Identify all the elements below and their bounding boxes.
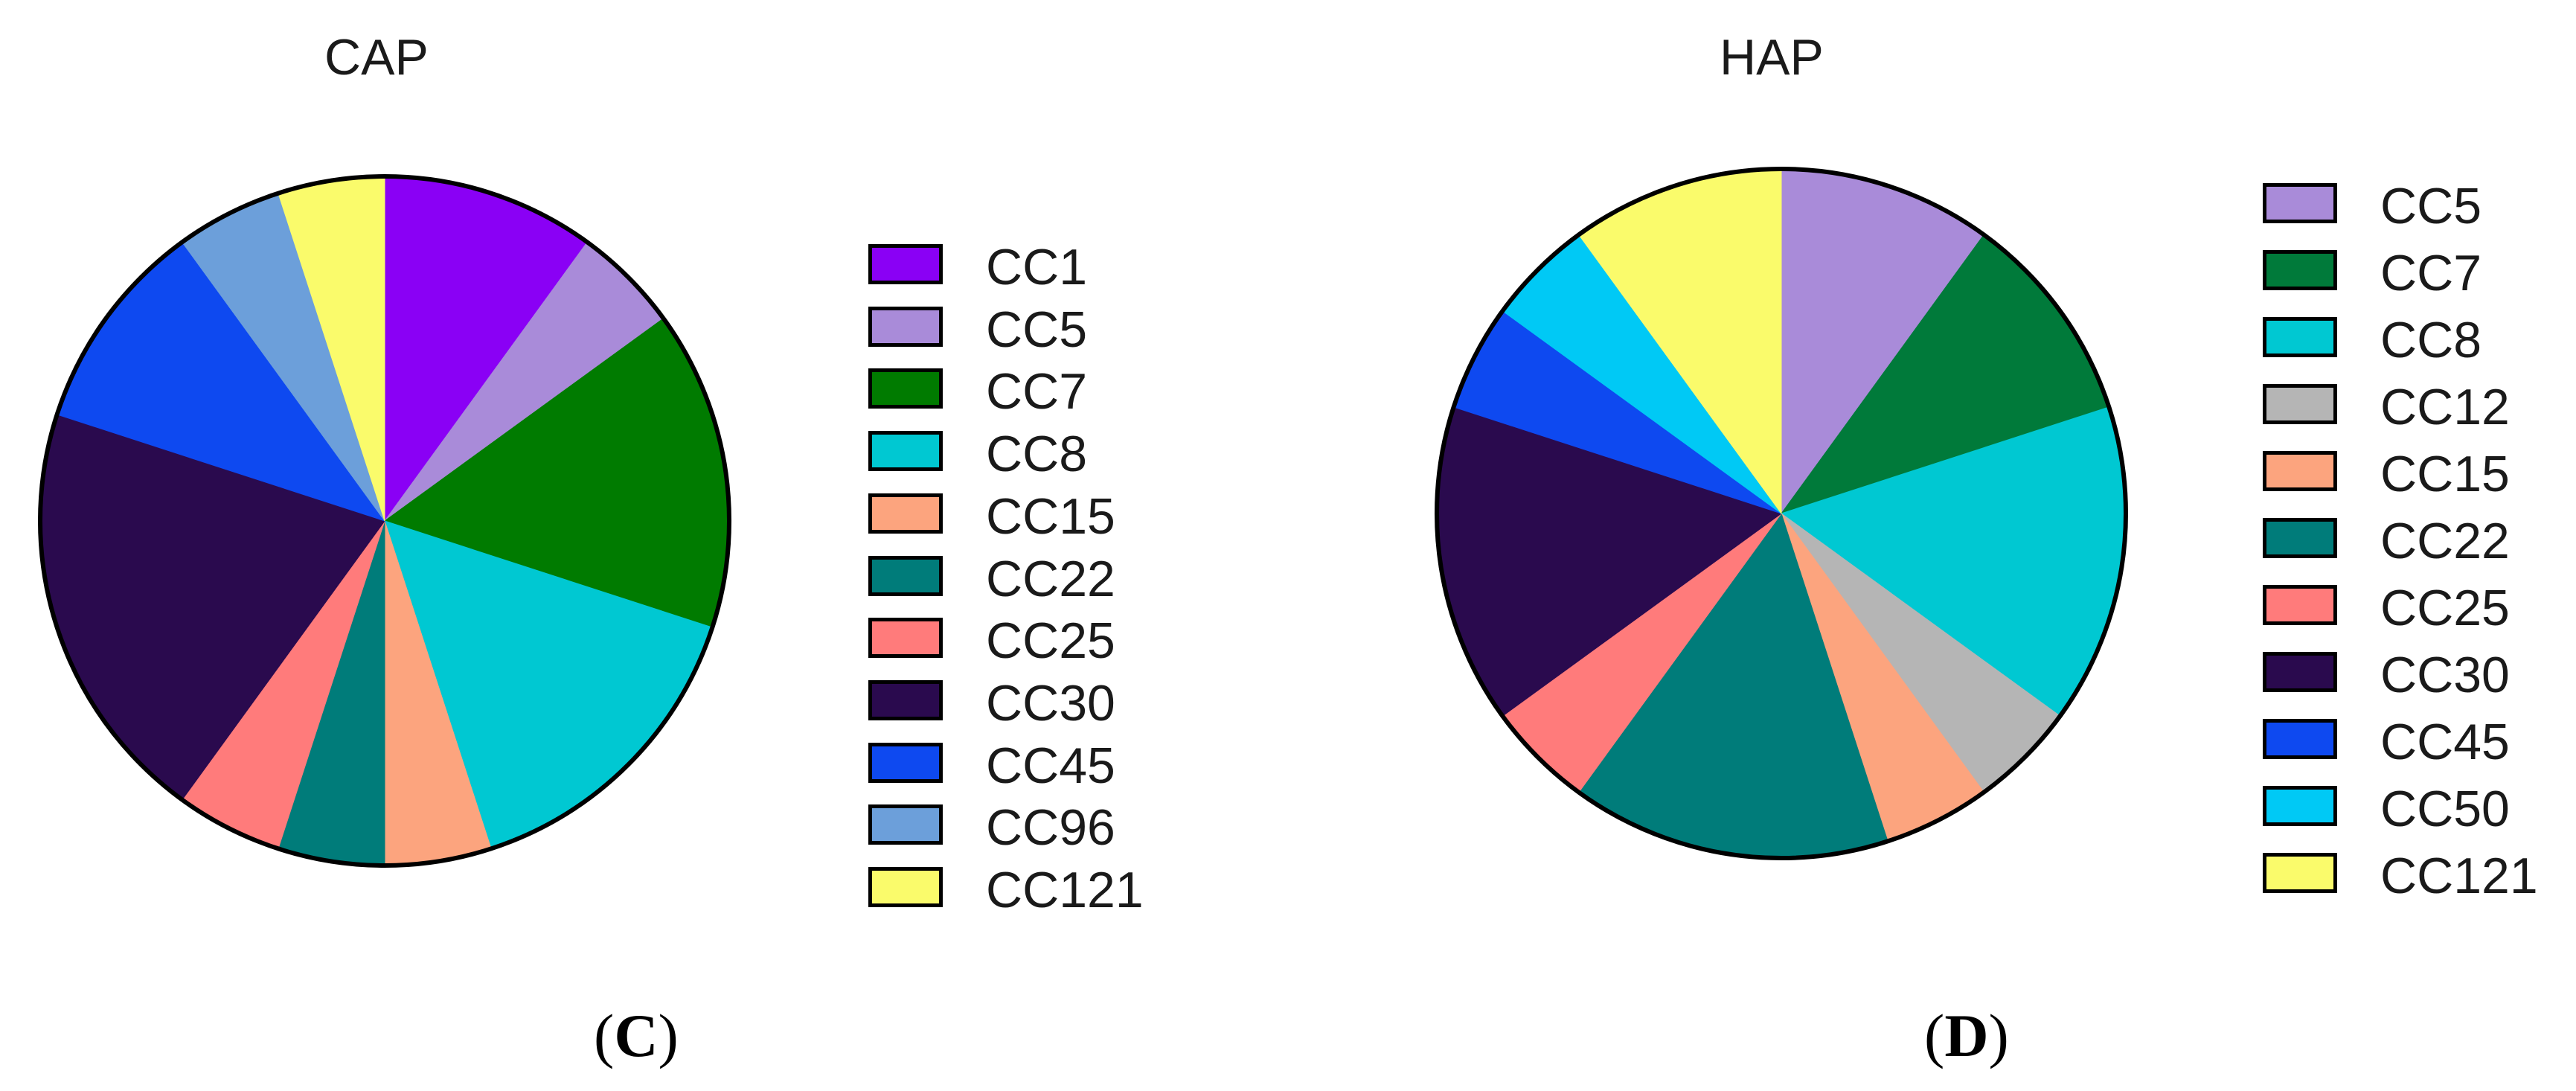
legend-label: CC5 bbox=[986, 301, 1088, 358]
legend-swatch bbox=[868, 867, 943, 907]
legend-label: CC25 bbox=[986, 612, 1115, 670]
legend-swatch bbox=[868, 679, 943, 720]
legend-swatch bbox=[868, 804, 943, 845]
legend-swatch bbox=[868, 306, 943, 347]
legend-swatch bbox=[2263, 585, 2337, 625]
legend-label: CC96 bbox=[986, 799, 1115, 857]
legend-swatch bbox=[2263, 250, 2337, 290]
legend-swatch bbox=[2263, 786, 2337, 826]
legend-label: CC5 bbox=[2380, 178, 2482, 234]
legend-label: CC7 bbox=[986, 363, 1088, 420]
pie-chart-hap bbox=[1435, 167, 2128, 860]
legend-label: CC8 bbox=[986, 426, 1088, 483]
legend-label: CC30 bbox=[2380, 647, 2510, 703]
legend-swatch bbox=[2263, 384, 2337, 424]
legend-swatch bbox=[2263, 719, 2337, 759]
legend-swatch bbox=[868, 244, 943, 284]
legend-swatch bbox=[2263, 451, 2337, 491]
pie-outline bbox=[1435, 167, 2128, 860]
legend-label: CC1 bbox=[986, 239, 1088, 295]
legend-swatch bbox=[868, 742, 943, 783]
panel-label-c: (C) bbox=[594, 1002, 679, 1069]
legend-label: CC25 bbox=[2380, 580, 2510, 636]
legend-swatch bbox=[868, 431, 943, 472]
legend-swatch bbox=[868, 368, 943, 409]
panel-label-d: (D) bbox=[1924, 1002, 2009, 1069]
legend-swatch bbox=[868, 493, 943, 534]
legend-label: CC7 bbox=[2380, 245, 2482, 301]
legend-swatch bbox=[868, 555, 943, 596]
panel-cap: CAP CC1 CC5 CC7 CC8 CC15 CC22 CC25 CC30 CC45 CC96… bbox=[38, 29, 1144, 1069]
legend-swatch bbox=[2263, 652, 2337, 692]
legend-label: CC8 bbox=[2380, 312, 2482, 368]
legend-label: CC45 bbox=[2380, 714, 2510, 770]
legend-label: CC22 bbox=[2380, 513, 2510, 569]
legend-label: CC22 bbox=[986, 550, 1115, 607]
legend-swatch bbox=[2263, 853, 2337, 893]
legend-swatch bbox=[2263, 518, 2337, 558]
pie-outline bbox=[38, 174, 731, 868]
panel-hap: HAP CC5 CC7 CC8 CC12 CC15 CC22 CC25 CC30 CC45 CC5… bbox=[1288, 0, 2576, 1091]
pie-chart-cap bbox=[38, 174, 731, 868]
chart-title-cap: CAP bbox=[324, 29, 429, 86]
legend-label: CC15 bbox=[986, 487, 1115, 545]
legend-swatch bbox=[868, 618, 943, 659]
legend-label: CC45 bbox=[986, 737, 1115, 794]
legend-swatch bbox=[2263, 317, 2337, 357]
legend-label: CC121 bbox=[986, 862, 1144, 918]
legend-label: CC15 bbox=[2380, 446, 2510, 502]
legend-label: CC50 bbox=[2380, 781, 2510, 837]
chart-title-hap: HAP bbox=[1720, 29, 1824, 86]
legend-swatch bbox=[2263, 183, 2337, 223]
legend-label: CC12 bbox=[2380, 379, 2510, 435]
legend-label: CC30 bbox=[986, 674, 1115, 732]
legend-label: CC121 bbox=[2380, 848, 2538, 904]
